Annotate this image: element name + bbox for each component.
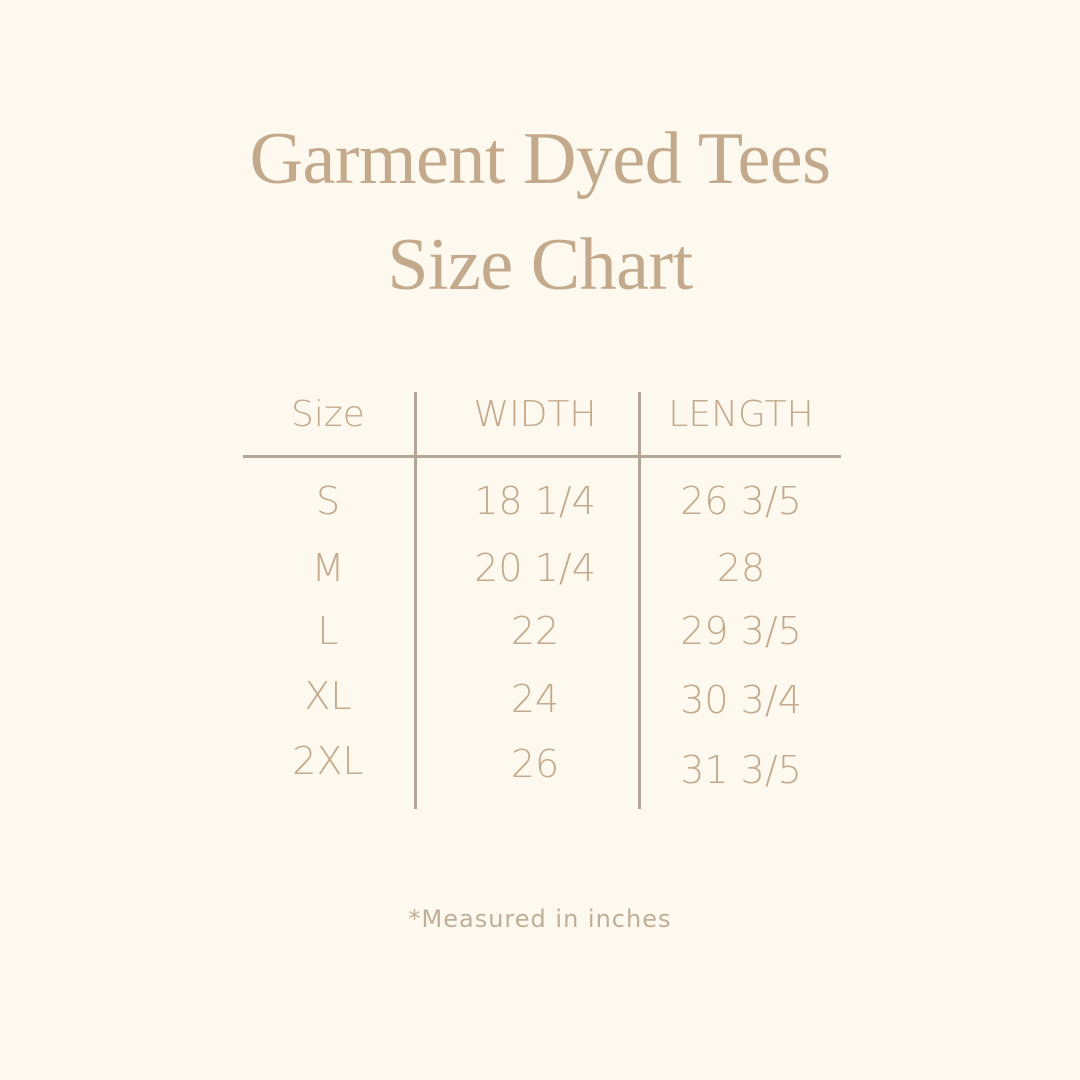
column-divider-1 <box>414 392 417 809</box>
header-width: WIDTH <box>473 394 597 435</box>
cell-width: 18 1/4 <box>474 479 596 523</box>
cell-size: L <box>317 609 339 653</box>
cell-size: XL <box>304 674 352 718</box>
cell-length: 29 3/5 <box>680 609 802 653</box>
header-divider <box>243 455 841 458</box>
cell-length: 30 3/4 <box>680 678 802 722</box>
column-divider-2 <box>638 392 641 809</box>
header-length: LENGTH <box>668 394 814 435</box>
cell-length: 26 3/5 <box>680 479 802 523</box>
cell-width: 24 <box>510 677 560 721</box>
measurement-note: *Measured in inches <box>408 905 672 933</box>
cell-length: 28 <box>716 546 766 590</box>
cell-width: 22 <box>510 609 560 653</box>
cell-size: M <box>311 546 345 590</box>
title-line-2: Size Chart <box>387 224 693 306</box>
header-size: Size <box>291 394 365 435</box>
cell-size: S <box>315 479 341 523</box>
cell-width: 26 <box>510 742 560 786</box>
cell-width: 20 1/4 <box>474 546 596 590</box>
cell-length: 31 3/5 <box>680 748 802 792</box>
cell-size: 2XL <box>292 739 364 783</box>
title-line-1: Garment Dyed Tees <box>249 118 831 200</box>
